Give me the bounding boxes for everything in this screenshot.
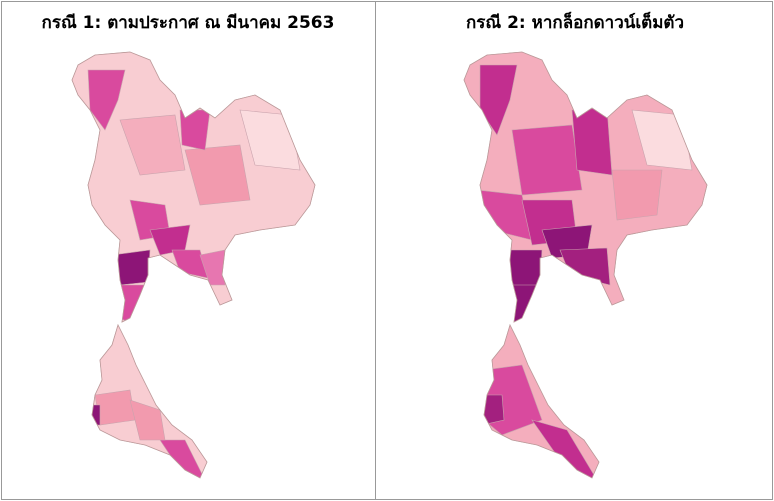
panel-title: กรณี 1: ตามประกาศ ณ มีนาคม 2563 <box>42 12 335 33</box>
province-fills <box>464 52 707 478</box>
province-fills <box>72 52 315 478</box>
map-case-1 <box>71 51 316 479</box>
map-case-2 <box>463 51 708 479</box>
panel-title: กรณี 2: หากล็อกดาวน์เต็มตัว <box>466 10 684 33</box>
